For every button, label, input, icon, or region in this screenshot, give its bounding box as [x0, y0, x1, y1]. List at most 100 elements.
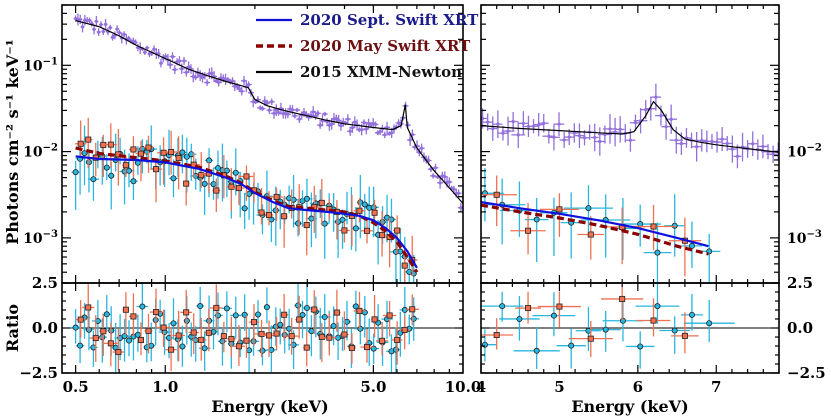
point-marker: [364, 227, 371, 234]
xmm-data-point: [211, 71, 218, 82]
point-marker: [341, 331, 348, 338]
swift-sept-data-point: [698, 233, 721, 283]
xmm-data-point: [335, 114, 342, 126]
point-marker: [258, 209, 265, 216]
point-marker: [159, 61, 163, 65]
point-marker: [525, 305, 532, 312]
point-marker: [139, 303, 146, 310]
xmm-data-point: [437, 176, 444, 189]
swift-may-ratio-point: [383, 300, 397, 337]
point-marker: [556, 206, 563, 213]
swift-sept-data-point: [241, 192, 248, 230]
point-marker: [378, 130, 382, 134]
point-marker: [97, 30, 101, 34]
point-marker: [182, 59, 186, 63]
point-marker: [240, 89, 244, 93]
swift-may-data-point: [481, 175, 517, 227]
point-marker: [401, 326, 408, 333]
swift-sept-data-point: [107, 162, 115, 210]
xmm-data-point: [117, 29, 122, 36]
swift-may-ratio-point: [254, 319, 269, 358]
point-marker: [511, 119, 515, 124]
point-marker: [175, 332, 182, 339]
point-marker: [122, 32, 126, 37]
swift-may-ratio-point: [82, 284, 95, 331]
xmm-data-point: [266, 106, 273, 115]
point-marker: [81, 150, 88, 157]
xmm-data-point: [360, 119, 367, 126]
point-marker: [659, 114, 663, 118]
swift-sept-ratio-point: [352, 290, 360, 329]
point-marker: [343, 318, 350, 325]
point-marker: [99, 334, 106, 341]
point-marker: [456, 191, 461, 195]
point-marker: [255, 311, 262, 318]
xmm-data-point: [169, 52, 176, 62]
point-marker: [348, 129, 352, 133]
point-marker: [426, 158, 431, 163]
xmm-data-point: [518, 111, 529, 136]
swift-may-ratio-point: [360, 328, 374, 363]
swift-may-ratio-point: [347, 333, 356, 364]
xmm-data-point: [553, 112, 565, 137]
xmm-data-point: [87, 17, 92, 24]
point-marker: [499, 303, 506, 310]
swift-may-ratio-point: [112, 328, 124, 371]
swift-sept-ratio-point: [246, 327, 253, 373]
point-marker: [100, 328, 107, 335]
swift-sept-ratio-point: [136, 283, 149, 327]
swift-may-data-point: [212, 178, 221, 213]
point-marker: [127, 36, 131, 41]
point-marker: [232, 312, 239, 319]
point-marker: [76, 17, 80, 22]
xmm-data-point: [481, 113, 494, 131]
point-marker: [296, 316, 303, 323]
point-marker: [654, 95, 658, 99]
point-marker: [177, 59, 182, 63]
point-marker: [152, 47, 156, 51]
point-marker: [259, 347, 266, 354]
point-marker: [602, 326, 609, 333]
point-marker: [491, 126, 495, 131]
point-marker: [706, 320, 713, 327]
point-marker: [293, 114, 297, 118]
point-marker: [353, 120, 357, 124]
xmm-data-point: [96, 28, 101, 36]
point-marker: [303, 304, 310, 311]
point-marker: [587, 231, 594, 238]
point-marker: [326, 334, 333, 341]
may-model-line: [75, 146, 419, 274]
point-marker: [107, 141, 114, 148]
xmm-data-point: [171, 65, 178, 75]
point-marker: [303, 222, 310, 229]
swift-sept-ratio-point: [221, 291, 232, 333]
point-marker: [117, 31, 122, 35]
xmm-data-point: [275, 109, 282, 116]
point-marker: [122, 162, 129, 169]
point-marker: [281, 311, 288, 318]
swift-may-data-point: [183, 167, 190, 206]
point-marker: [85, 326, 92, 333]
swift-sept-ratio-point: [364, 318, 374, 366]
point-marker: [210, 71, 214, 75]
point-marker: [556, 303, 563, 310]
swift-may-ratio-point: [405, 294, 419, 326]
point-marker: [486, 120, 490, 124]
point-marker: [303, 344, 310, 351]
swift-sept-data-point: [664, 194, 686, 257]
xmm-data-point: [497, 125, 509, 141]
xmm-data-point: [204, 79, 211, 86]
legend-entry: 2015 XMM-Newton: [256, 63, 462, 81]
point-marker: [78, 17, 82, 22]
point-marker: [145, 327, 152, 334]
point-marker: [205, 329, 212, 336]
xmm-data-point: [450, 185, 457, 193]
point-marker: [183, 317, 190, 324]
swift-sept-ratio-point: [254, 300, 262, 337]
swift-may-data-point: [226, 168, 237, 212]
point-marker: [137, 150, 144, 157]
point-marker: [201, 345, 208, 352]
xmm-data-point: [608, 117, 622, 147]
point-marker: [72, 324, 79, 331]
